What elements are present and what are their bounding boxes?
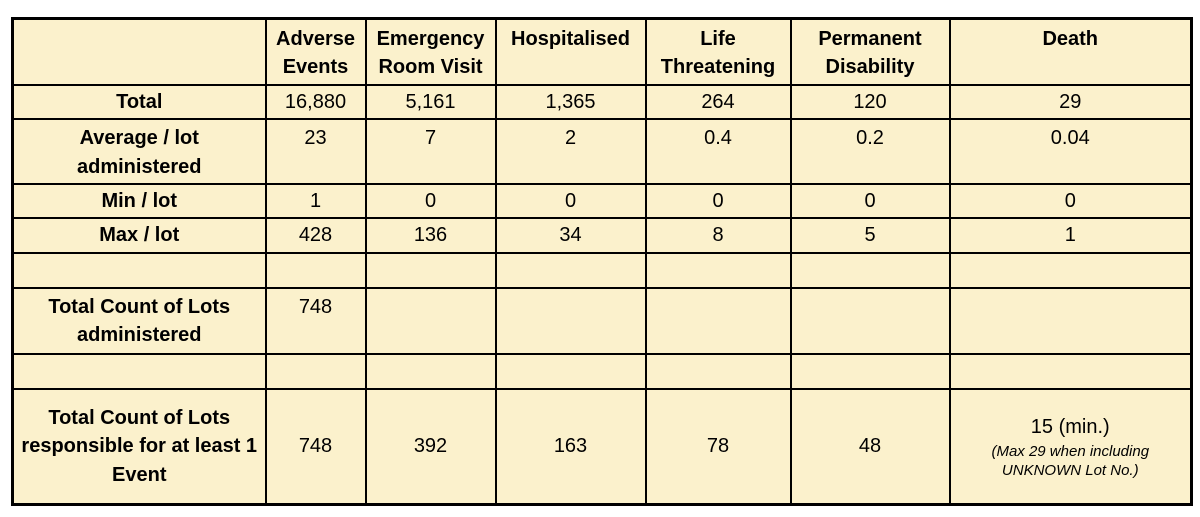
cell-resp-hospitalised: 163 (494, 387, 647, 506)
table-row-max-per-lot: Max / lot 428 136 34 8 5 1 (11, 217, 1193, 254)
resp-death-value: 15 (min.) (1030, 415, 1110, 438)
empty-cell (11, 251, 267, 289)
cell-min-hospitalised: 0 (494, 182, 647, 220)
cell-total-adverse-events: 16,880 (264, 83, 367, 121)
empty-cell (494, 286, 647, 355)
cell-total-hospitalised: 1,365 (494, 83, 647, 121)
row-label-min-per-lot: Min / lot (11, 182, 267, 220)
table-row-total: Total 16,880 5,161 1,365 264 120 29 (11, 83, 1193, 121)
cell-max-life-threatening: 8 (644, 217, 792, 254)
empty-cell (948, 286, 1193, 355)
row-label-lots-responsible: Total Count of Lots responsible for at l… (11, 387, 267, 506)
empty-cell (364, 352, 497, 390)
empty-cell (644, 286, 792, 355)
table-row-spacer-2 (11, 352, 1193, 390)
cell-avg-adverse-events: 23 (264, 118, 367, 185)
col-header-permanent-disability: Permanent Disability (789, 17, 951, 86)
empty-cell (264, 251, 367, 289)
col-header-adverse-events: Adverse Events (264, 17, 367, 86)
cell-avg-hospitalised: 2 (494, 118, 647, 185)
empty-cell (264, 352, 367, 390)
cell-avg-life-threatening: 0.4 (644, 118, 792, 185)
cell-max-death: 1 (948, 217, 1193, 254)
row-label-average-per-lot: Average / lot administered (11, 118, 267, 185)
cell-max-emergency: 136 (364, 217, 497, 254)
col-header-hospitalised: Hospitalised (494, 17, 647, 86)
cell-avg-death: 0.04 (948, 118, 1193, 185)
cell-max-permanent-disability: 5 (789, 217, 951, 254)
table-row-spacer-1 (11, 251, 1193, 289)
aefi-summary-table: Adverse Events Emergency Room Visit Hosp… (11, 17, 1193, 507)
cell-min-emergency: 0 (364, 182, 497, 220)
cell-total-emergency: 5,161 (364, 83, 497, 121)
cell-total-permanent-disability: 120 (789, 83, 951, 121)
empty-cell (789, 251, 951, 289)
header-corner-cell (11, 17, 267, 86)
col-header-emergency-room-visit: Emergency Room Visit (364, 17, 497, 86)
table-header-row: Adverse Events Emergency Room Visit Hosp… (11, 17, 1193, 86)
row-label-total-lots-administered: Total Count of Lots administered (11, 286, 267, 355)
cell-resp-death: 15 (min.) (Max 29 when including UNKNOWN… (948, 387, 1193, 506)
cell-max-hospitalised: 34 (494, 217, 647, 254)
empty-cell (11, 352, 267, 390)
cell-resp-adverse-events: 748 (264, 387, 367, 506)
empty-cell (494, 352, 647, 390)
cell-lots-administered-count: 748 (264, 286, 367, 355)
empty-cell (364, 286, 497, 355)
cell-min-life-threatening: 0 (644, 182, 792, 220)
table-row-min-per-lot: Min / lot 1 0 0 0 0 0 (11, 182, 1193, 220)
cell-total-death: 29 (948, 83, 1193, 121)
empty-cell (789, 352, 951, 390)
cell-max-adverse-events: 428 (264, 217, 367, 254)
cell-avg-emergency: 7 (364, 118, 497, 185)
col-header-death: Death (948, 17, 1193, 86)
row-label-max-per-lot: Max / lot (11, 217, 267, 254)
cell-total-life-threatening: 264 (644, 83, 792, 121)
table-row-lots-responsible: Total Count of Lots responsible for at l… (11, 387, 1193, 506)
cell-avg-permanent-disability: 0.2 (789, 118, 951, 185)
cell-resp-permanent-disability: 48 (789, 387, 951, 506)
empty-cell (644, 251, 792, 289)
cell-resp-emergency: 392 (364, 387, 497, 506)
col-header-life-threatening: Life Threatening (644, 17, 792, 86)
cell-min-death: 0 (948, 182, 1193, 220)
empty-cell (948, 352, 1193, 390)
cell-resp-life-threatening: 78 (644, 387, 792, 506)
empty-cell (644, 352, 792, 390)
cell-min-permanent-disability: 0 (789, 182, 951, 220)
table-row-total-lots-administered: Total Count of Lots administered 748 (11, 286, 1193, 355)
cell-min-adverse-events: 1 (264, 182, 367, 220)
empty-cell (364, 251, 497, 289)
table-row-average-per-lot: Average / lot administered 23 7 2 0.4 0.… (11, 118, 1193, 185)
empty-cell (789, 286, 951, 355)
empty-cell (948, 251, 1193, 289)
resp-death-note: (Max 29 when including UNKNOWN Lot No.) (991, 442, 1150, 479)
row-label-total: Total (11, 83, 267, 121)
empty-cell (494, 251, 647, 289)
